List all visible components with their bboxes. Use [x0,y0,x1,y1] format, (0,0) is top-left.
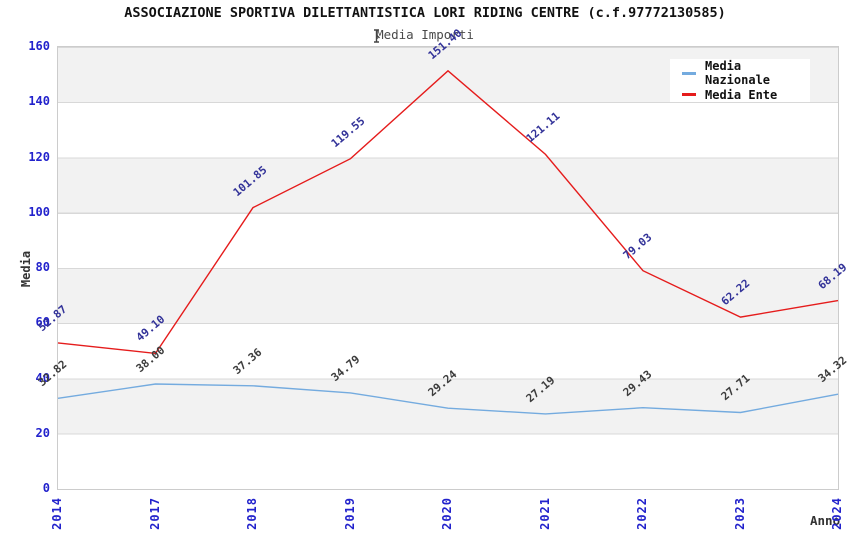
y-tick-label: 160 [28,39,50,53]
x-tick-label: 2023 [732,497,747,530]
y-tick-label: 40 [35,370,50,385]
legend-item-media-ente: Media Ente [670,88,810,102]
series-line-media-ente [57,69,839,355]
x-tick-label: 2019 [342,497,357,530]
x-tick-label: 2021 [537,497,552,530]
y-tick-label: 140 [28,94,50,109]
x-tick-label: 2018 [245,497,259,530]
chart-title: ASSOCIAZIONE SPORTIVA DILETTANTISTICA LO… [124,5,726,21]
legend-item-media-nazionale: Media Nazionale [670,59,810,87]
y-tick-label: 100 [28,204,50,219]
legend-label: Media Ente [705,87,778,102]
text-cursor-icon [374,29,380,43]
x-tick-label: 2020 [440,497,454,530]
chart-subtitle: Media Importi [376,27,474,42]
y-tick-label: 20 [35,425,50,440]
series-line-media-nazionale [57,383,839,415]
y-tick-label: 80 [35,260,50,274]
x-tick-label: 2024 [830,497,844,530]
line-series-canvas [57,69,839,415]
x-axis-title: Anno [810,513,841,528]
x-tick-label: 2022 [635,497,649,530]
y-tick-label: 60 [35,315,50,330]
legend: Media Nazionale Media Ente [670,59,810,102]
y-tick-label: 0 [42,481,50,495]
line-swatch-icon [682,93,696,97]
x-tick-label: 2017 [147,497,162,530]
line-swatch-icon [682,71,696,75]
legend-label: Media Nazionale [705,59,771,88]
plot-area: 32.82 38.00 37.36 34.79 29.24 27.19 29.43 27.71… [36,26,849,490]
y-tick-label: 120 [28,149,50,164]
x-tick-label: 2014 [50,497,64,530]
